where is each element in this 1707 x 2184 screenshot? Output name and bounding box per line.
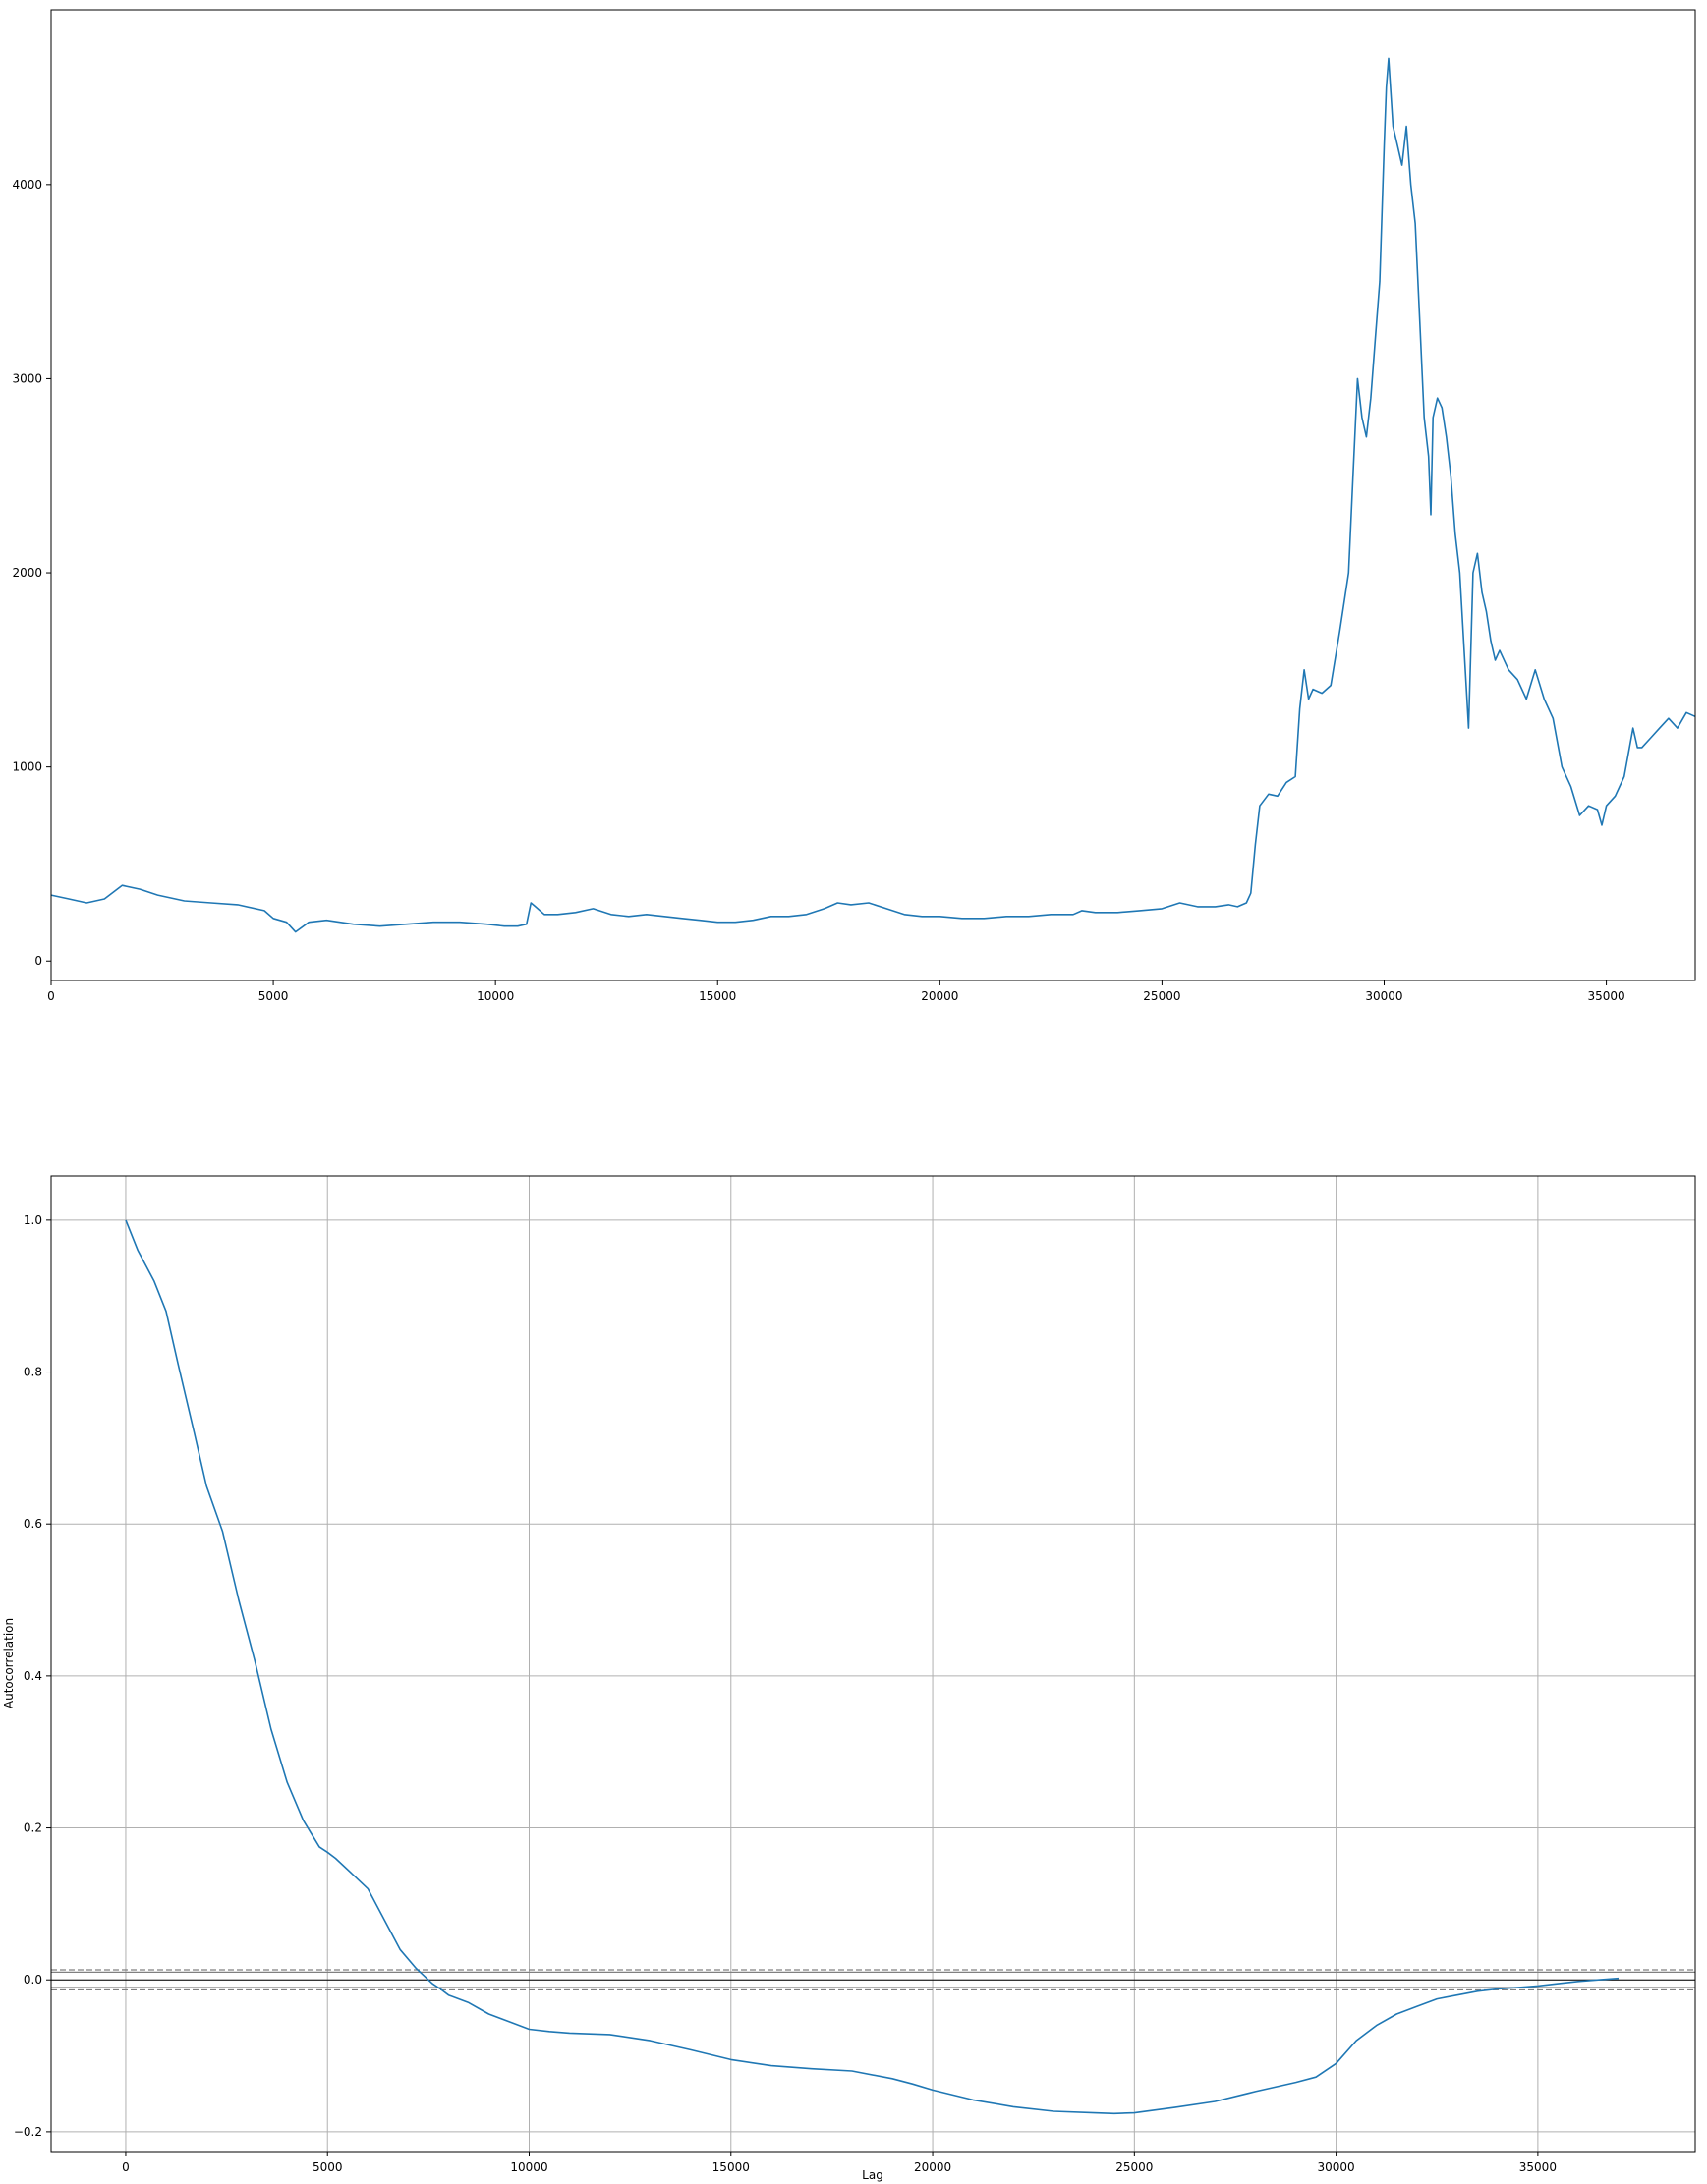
x-tick-label: 25000 <box>1143 989 1180 1003</box>
price-chart-y-axis: 0 1000 2000 3000 4000 <box>12 178 51 968</box>
y-tick-label: 0.2 <box>24 1821 42 1835</box>
y-tick-label: 0.4 <box>24 1669 42 1683</box>
y-tick-label: 1000 <box>12 760 42 774</box>
x-tick-label: 30000 <box>1365 989 1402 1003</box>
y-tick-label: 4000 <box>12 178 42 192</box>
series-line <box>50 57 1696 933</box>
autocorrelation-confidence-band <box>51 1969 1695 1991</box>
x-tick-label: 15000 <box>712 2160 750 2174</box>
series-line <box>125 1219 1620 2115</box>
x-tick-label: 25000 <box>1115 2160 1153 2174</box>
x-tick-label: 35000 <box>1519 2160 1557 2174</box>
x-tick-label: 20000 <box>921 989 958 1003</box>
y-tick-label: 0.8 <box>24 1366 42 1379</box>
price-chart-frame <box>50 9 1696 981</box>
autocorrelation-y-axis: −0.2 0.0 0.2 0.4 0.6 0.8 1.0 <box>14 1213 51 2139</box>
y-tick-label: 0 <box>34 954 42 968</box>
autocorrelation-series-line <box>125 1219 1620 2115</box>
autocorrelation-chart: 0 5000 10000 15000 20000 25000 30000 35000 −0.2… <box>2 1175 1696 2182</box>
y-tick-label: 2000 <box>12 566 42 580</box>
y-tick-label: 3000 <box>12 371 42 385</box>
autocorrelation-x-axis-title: Lag <box>862 2168 883 2182</box>
y-tick-label: −0.2 <box>14 2125 42 2139</box>
price-chart-x-axis: 0 5000 10000 15000 20000 25000 30000 35000 <box>47 980 1625 1003</box>
y-tick-label: 1.0 <box>24 1213 42 1227</box>
x-tick-label: 10000 <box>477 989 514 1003</box>
autocorrelation-y-axis-title: Autocorrelation <box>2 1618 16 1708</box>
x-tick-label: 0 <box>47 989 55 1003</box>
autocorrelation-x-axis: 0 5000 10000 15000 20000 25000 30000 35000 <box>122 2152 1557 2174</box>
x-tick-label: 10000 <box>510 2160 547 2174</box>
y-tick-label: 0.6 <box>24 1517 42 1531</box>
autocorrelation-gridlines <box>51 1176 1695 2152</box>
x-tick-label: 15000 <box>699 989 736 1003</box>
x-tick-label: 5000 <box>313 2160 343 2174</box>
x-tick-label: 0 <box>122 2160 130 2174</box>
x-tick-label: 30000 <box>1318 2160 1355 2174</box>
x-tick-label: 35000 <box>1587 989 1624 1003</box>
x-tick-label: 20000 <box>914 2160 951 2174</box>
price-line-chart: 0 5000 10000 15000 20000 25000 30000 35000 0 100… <box>12 9 1696 1003</box>
y-tick-label: 0.0 <box>24 1973 42 1987</box>
price-series-line <box>50 57 1696 933</box>
x-tick-label: 5000 <box>258 989 289 1003</box>
autocorrelation-chart-frame <box>50 1175 1696 2153</box>
